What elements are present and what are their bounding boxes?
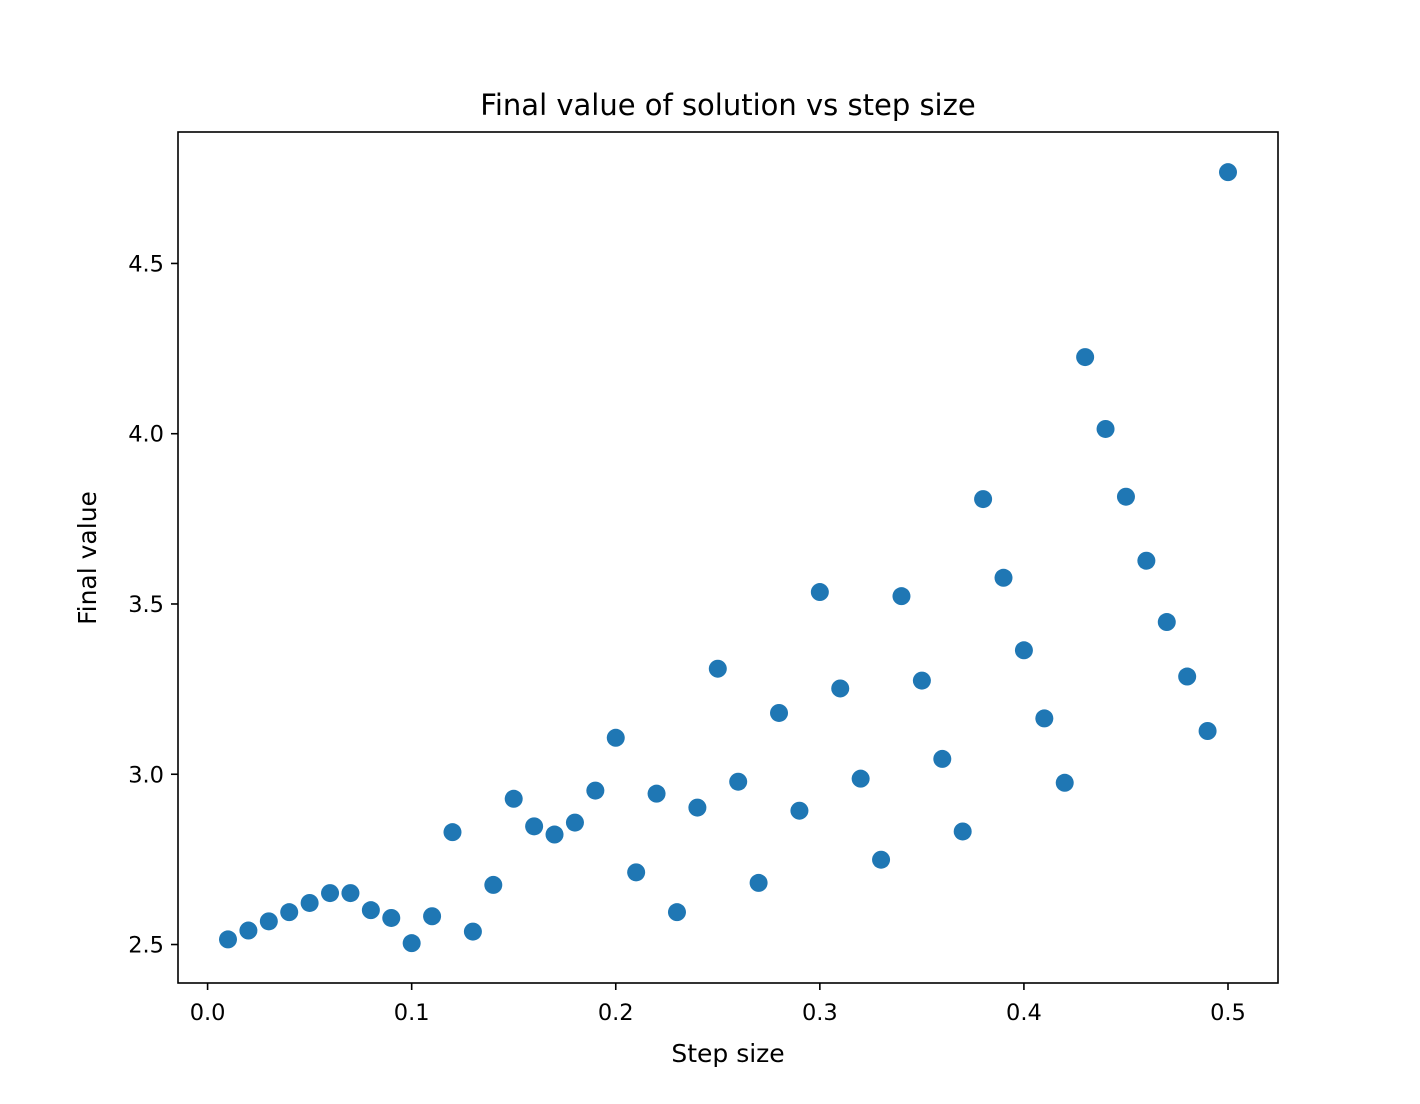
data-point [402, 934, 421, 953]
data-point [239, 921, 258, 940]
x-tick-label: 0.4 [1006, 1000, 1042, 1026]
data-point [423, 907, 442, 926]
data-point [606, 728, 625, 747]
y-tick-label: 3.5 [128, 592, 164, 618]
data-point [1116, 487, 1135, 506]
data-point [1157, 613, 1176, 632]
plot-area-frame [177, 131, 1279, 984]
data-point [1178, 667, 1197, 686]
chart-title: Final value of solution vs step size [480, 88, 975, 122]
data-point [810, 583, 829, 602]
x-tick-label: 0.1 [394, 1000, 430, 1026]
data-point [708, 659, 727, 678]
data-point [565, 813, 584, 832]
data-point [729, 772, 748, 791]
data-point [484, 875, 503, 894]
x-tick-label: 0.0 [190, 1000, 226, 1026]
data-point [321, 884, 340, 903]
data-point [974, 490, 993, 509]
y-axis-ticks: 2.5 3.0 3.5 4.0 4.5 [128, 251, 178, 959]
data-point [280, 903, 299, 922]
data-points [219, 163, 1237, 953]
data-point [1076, 348, 1095, 367]
data-point [504, 789, 523, 808]
data-point [545, 825, 564, 844]
data-point [1096, 419, 1115, 438]
data-point [219, 930, 237, 949]
data-point [1198, 722, 1217, 740]
data-point [259, 912, 278, 931]
data-point [341, 884, 360, 903]
data-point [1137, 551, 1156, 570]
data-point [463, 922, 482, 941]
data-point [667, 903, 686, 922]
x-axis-label: Step size [671, 1039, 784, 1068]
x-tick-label: 0.5 [1210, 1000, 1246, 1026]
data-point [647, 784, 666, 803]
data-point [953, 822, 972, 841]
data-point [300, 893, 319, 912]
data-point [1219, 163, 1237, 182]
data-point [1055, 773, 1074, 792]
data-point [933, 749, 952, 768]
x-tick-label: 0.3 [802, 1000, 838, 1026]
y-tick-label: 2.5 [128, 933, 164, 959]
data-point [790, 801, 809, 820]
data-point [892, 587, 911, 606]
data-point [688, 798, 707, 817]
data-point [627, 863, 646, 882]
data-point [1014, 641, 1033, 660]
y-axis-label: Final value [73, 491, 102, 625]
data-point [525, 817, 544, 836]
data-point [1035, 709, 1054, 728]
x-tick-label: 0.2 [598, 1000, 634, 1026]
data-point [851, 769, 870, 788]
x-axis-ticks: 0.0 0.1 0.2 0.3 0.4 0.5 [190, 983, 1246, 1026]
data-point [382, 908, 401, 927]
y-tick-label: 4.5 [128, 251, 164, 277]
data-point [912, 671, 931, 690]
data-point [770, 703, 789, 722]
data-point [749, 873, 768, 892]
data-point [361, 901, 380, 920]
data-point [872, 850, 891, 869]
data-point [831, 679, 850, 698]
y-tick-label: 3.0 [128, 762, 164, 788]
data-point [586, 781, 605, 800]
data-point [443, 823, 462, 842]
y-tick-label: 4.0 [128, 422, 164, 448]
data-point [994, 568, 1013, 587]
